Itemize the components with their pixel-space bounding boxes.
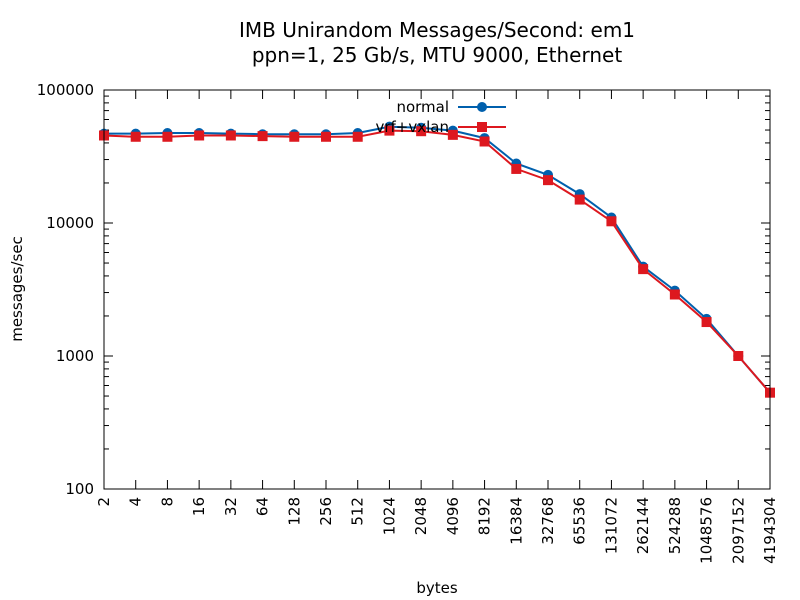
legend-marker-normal (477, 102, 487, 112)
data-point-vrf-vxlan (479, 136, 490, 147)
data-point-vrf-vxlan (574, 194, 585, 205)
x-tick-label: 4 (127, 497, 145, 507)
x-tick-label: 128 (285, 497, 303, 526)
legend-label-vrf-vxlan: vrf+vxlan (375, 118, 449, 136)
x-tick-label: 262144 (634, 497, 652, 554)
chart-subtitle: ppn=1, 25 Gb/s, MTU 9000, Ethernet (252, 43, 623, 67)
x-tick-label: 16 (190, 497, 208, 516)
x-tick-label: 2097152 (729, 497, 747, 564)
data-point-vrf-vxlan (733, 351, 744, 361)
x-tick-label: 32 (222, 497, 240, 516)
data-point-vrf-vxlan (162, 131, 173, 142)
x-tick-label: 256 (317, 497, 335, 526)
data-point-vrf-vxlan (225, 130, 236, 141)
data-point-vrf-vxlan (416, 126, 427, 137)
data-point-vrf-vxlan (130, 131, 141, 142)
legend-marker-vrf-vxlan (477, 122, 487, 132)
y-tick-label: 1000 (56, 347, 94, 365)
data-point-vrf-vxlan (194, 130, 205, 141)
y-tick-label: 100 (65, 480, 94, 498)
plot-area: 100 1000 10000 100000 2 4 8 16 32 64 128 256 512 1024… (37, 81, 779, 564)
x-tick-label: 65536 (571, 497, 589, 545)
y-axis-label: messages/sec (8, 236, 26, 342)
x-tick-label: 2 (95, 497, 113, 507)
y-tick-label: 10000 (46, 214, 94, 232)
data-point-vrf-vxlan (289, 131, 300, 142)
series-line-vrf-vxlan (103, 129, 771, 394)
x-tick-label: 16384 (507, 497, 525, 545)
data-point-vrf-vxlan (701, 317, 712, 328)
y-tick-label: 100000 (37, 81, 94, 99)
data-point-vrf-vxlan (543, 175, 553, 186)
chart-title: IMB Unirandom Messages/Second: em1 (239, 18, 635, 42)
data-point-vrf-vxlan (669, 289, 680, 300)
legend: normal vrf+vxlan (375, 98, 506, 136)
x-tick-label: 2048 (412, 497, 430, 535)
x-tick-label: 1024 (380, 497, 398, 535)
data-point-vrf-vxlan (352, 131, 363, 142)
legend-label-normal: normal (396, 98, 449, 116)
x-axis-label: bytes (416, 579, 458, 597)
data-point-vrf-vxlan (321, 131, 331, 142)
x-tick-label: 131072 (602, 497, 620, 554)
x-tick-label: 32768 (539, 497, 557, 545)
x-tick-label: 8192 (476, 497, 494, 535)
x-tick-label: 4194304 (761, 497, 779, 564)
series-line-normal (104, 125, 771, 394)
x-tick-label: 1048576 (698, 497, 716, 564)
plot-frame (103, 89, 771, 490)
x-tick-label: 4096 (444, 497, 462, 535)
x-tick-label: 8 (158, 497, 176, 507)
data-point-vrf-vxlan (511, 163, 522, 174)
data-point-vrf-vxlan (638, 264, 649, 275)
x-tick-label: 524288 (666, 497, 684, 554)
x-tick-label: 512 (349, 497, 367, 526)
data-point-vrf-vxlan (257, 131, 268, 142)
x-tick-label: 64 (254, 497, 272, 516)
data-point-vrf-vxlan (606, 216, 617, 227)
data-point-vrf-vxlan (447, 129, 458, 140)
data-point-vrf-vxlan (384, 125, 395, 136)
